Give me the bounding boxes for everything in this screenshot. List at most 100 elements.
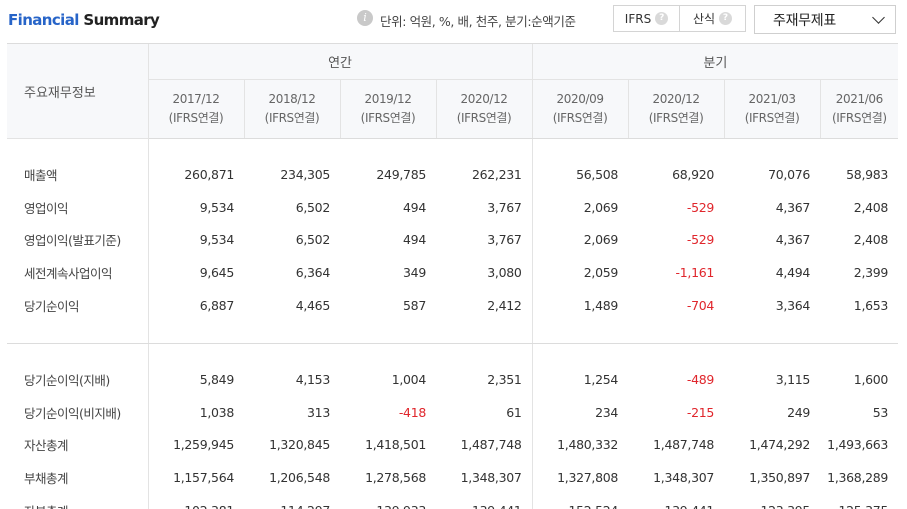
period-header: 2017/12 (IFRS연결) <box>147 79 244 139</box>
table-cell: 313 <box>307 404 330 420</box>
table-row: 매출액 260,871 234,305 249,785 262,231 56,508 68,… <box>7 158 898 192</box>
table-cell: -529 <box>686 232 715 248</box>
table-cell: -704 <box>686 297 715 313</box>
spacer-row <box>7 343 898 364</box>
row-label: 영업이익 <box>24 200 69 216</box>
table-cell: -215 <box>686 404 715 420</box>
table-cell: 61 <box>506 404 522 420</box>
table-cell: -418 <box>398 404 426 420</box>
table-cell: 152,524 <box>531 493 629 509</box>
table-cell: 4,153 <box>295 372 331 388</box>
period-date: 2017/12 <box>172 92 220 106</box>
table-cell: 494 <box>403 232 426 248</box>
table-row: 세전계속사업이익 9,645 6,364 349 3,080 2,059 -1,161 4,4… <box>7 256 898 289</box>
table-cell: 114,297 <box>244 494 340 509</box>
period-header: 2018/12 (IFRS연결) <box>243 79 340 139</box>
table-cell: 1,653 <box>853 297 889 313</box>
row-label: 자산총계 <box>24 438 69 454</box>
table-cell: 1,368,289 <box>827 470 889 486</box>
table-cell: 6,887 <box>147 288 244 322</box>
table-cell: 260,871 <box>147 158 244 192</box>
row-label: 세전계속사업이익 <box>24 266 113 282</box>
financial-summary-table: 주요재무정보 연간 분기 2017/12 (IFRS연결) 2018/12 (IFRS… <box>7 43 899 509</box>
group-annual: 연간 <box>147 43 533 80</box>
table-cell: 1,327,808 <box>531 461 629 494</box>
spacer-row <box>7 321 899 344</box>
table-row: 자본총계102,381114,297139,933139,441152,5241… <box>7 493 898 509</box>
table-cell: 9,534 <box>147 223 244 257</box>
table-cell: 1,278,568 <box>365 470 426 486</box>
group-header-row: 주요재무정보 연간 분기 <box>7 43 899 139</box>
table-cell: 249 <box>787 404 811 420</box>
table-row: 영업이익 9,534 6,502 494 3,767 2,069 -529 4,367 2,40… <box>7 191 898 224</box>
table-cell: 1,259,945 <box>147 428 244 462</box>
table-cell: 234 <box>531 396 629 429</box>
ifrs-button[interactable]: IFRS ? <box>614 6 679 31</box>
period-header: 2021/06 (IFRS연결) <box>819 79 899 139</box>
row-label: 당기순이익(지배) <box>24 373 110 389</box>
table-cell: 2,069 <box>531 223 629 257</box>
table-cell: 2,399 <box>853 265 889 281</box>
table-cell: 2,069 <box>531 191 629 224</box>
period-date: 2019/12 <box>364 92 412 106</box>
chevron-down-icon <box>872 10 885 24</box>
table-cell: 1,348,307 <box>460 470 522 486</box>
table-row: 당기순이익(지배) 5,849 4,153 1,004 2,351 1,254 -489 3,… <box>7 363 898 397</box>
table-cell: 6,502 <box>295 199 331 215</box>
table-cell: 1,004 <box>391 372 427 388</box>
table-cell: 6,364 <box>295 265 331 281</box>
table-cell: 4,494 <box>775 265 811 281</box>
table-cell: 2,351 <box>487 372 522 388</box>
table-cell: 2,408 <box>853 232 889 248</box>
table-cell: 56,508 <box>531 158 629 192</box>
table-cell: 6,502 <box>295 232 331 248</box>
unit-text: 단위: 억원, %, 배, 천주, 분기:순액기준 <box>380 14 576 29</box>
help-icon[interactable]: ? <box>655 12 669 25</box>
table-cell: 262,231 <box>471 167 522 183</box>
table-cell: 1,320,845 <box>269 437 330 453</box>
table-cell: 1,038 <box>147 396 244 429</box>
table-cell: 3,364 <box>775 297 811 313</box>
period-date: 2021/03 <box>748 92 796 106</box>
table-cell: 3,080 <box>487 265 522 281</box>
header-bar: Financial Summary i 단위: 억원, %, 배, 천주, 분기… <box>0 0 907 42</box>
calc-button[interactable]: 산식 ? <box>679 6 745 31</box>
table-row: 당기순이익(비지배) 1,038 313 -418 61 234 -215 249 53 <box>7 396 898 429</box>
table-cell: 1,474,292 <box>749 437 811 453</box>
table-cell: 4,465 <box>295 297 331 313</box>
table-cell: 123,395 <box>724 494 820 509</box>
period-header: 2020/12 (IFRS연결) <box>627 79 725 139</box>
table-cell: 1,418,501 <box>365 437 426 453</box>
table-cell: 1,489 <box>531 288 629 322</box>
info-icon[interactable]: i <box>357 10 373 26</box>
spacer-row <box>7 138 898 159</box>
table-cell: 249,785 <box>376 167 426 183</box>
row-label: 매출액 <box>24 168 58 184</box>
table-cell: 3,767 <box>487 199 522 215</box>
period-header: 2021/03 (IFRS연결) <box>723 79 821 139</box>
table-cell: 234,305 <box>280 167 330 183</box>
calc-label: 산식 <box>692 12 716 26</box>
statement-type-dropdown[interactable]: 주재무제표 <box>754 5 896 34</box>
table-cell: -489 <box>686 372 715 388</box>
title-accent: Financial <box>8 11 79 29</box>
table-cell: -1,161 <box>675 265 715 281</box>
table-cell: 70,076 <box>768 167 811 183</box>
row-label: 자본총계 <box>7 494 148 509</box>
period-basis: (IFRS연결) <box>168 111 224 125</box>
table-cell: 3,767 <box>487 232 522 248</box>
period-date: 2020/12 <box>652 92 700 106</box>
ifrs-label: IFRS <box>624 11 652 26</box>
table-cell: 1,348,307 <box>653 470 715 486</box>
period-basis: (IFRS연결) <box>456 111 512 125</box>
table-cell: 4,367 <box>775 232 811 248</box>
period-basis: (IFRS연결) <box>744 111 800 125</box>
table-cell: 1,493,663 <box>827 437 889 453</box>
table-cell: 2,412 <box>487 297 522 313</box>
table-row: 당기순이익 6,887 4,465 587 2,412 1,489 -704 3,364 1,6… <box>7 288 898 322</box>
help-icon[interactable]: ? <box>719 12 733 25</box>
table-cell: 139,441 <box>628 494 724 509</box>
table-cell: 1,487,748 <box>460 437 522 453</box>
table-cell: 58,983 <box>846 167 889 183</box>
table-cell: 1,480,332 <box>531 428 629 462</box>
